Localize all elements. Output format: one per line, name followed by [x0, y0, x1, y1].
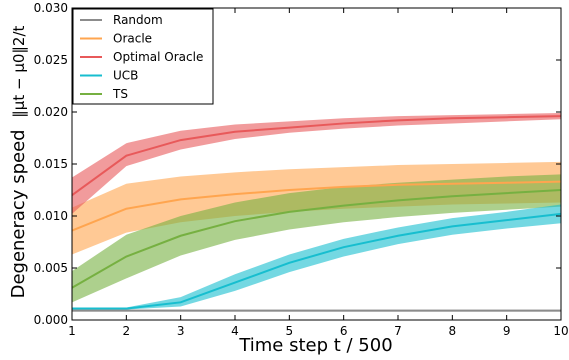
x-tick-label: 8 [449, 324, 457, 338]
band-ts [72, 174, 561, 303]
line-optimal-oracle [71, 115, 562, 197]
y-tick-label: 0.030 [34, 1, 68, 15]
axis-tick-labels: 1 2 3 4 5 6 7 8 9 10 0.000 0.005 0.010 0.015 0.020 0.02… [34, 1, 569, 338]
line-oracle [71, 180, 562, 232]
legend-label: TS [112, 87, 128, 101]
x-tick-label: 2 [123, 324, 131, 338]
x-tick-label: 1 [68, 324, 76, 338]
y-axis-label: Degeneracy speed ‖μt − μ0‖2/t [8, 25, 29, 298]
y-axis-label-text: Degeneracy speed [8, 129, 29, 298]
line-ucb [72, 212, 562, 310]
legend-label: Optimal Oracle [113, 50, 203, 64]
y-tick-label: 0.005 [34, 261, 68, 275]
x-tick-label: 7 [394, 324, 402, 338]
x-tick-label: 3 [177, 324, 185, 338]
legend-label: UCB [113, 69, 138, 83]
y-tick-label: 0.025 [34, 53, 68, 67]
confidence-bands [72, 113, 561, 312]
x-axis-label: Time step t / 500 [238, 335, 392, 356]
y-axis-label-math: ‖μt − μ0‖2/t [10, 25, 28, 117]
x-tick-label: 5 [286, 324, 294, 338]
x-tick-label: 9 [503, 324, 511, 338]
legend-label: Random [113, 13, 163, 27]
y-tick-label: 0.020 [34, 105, 68, 119]
legend: Random Oracle Optimal Oracle UCB TS [72, 8, 214, 105]
y-tick-label: 0.010 [34, 209, 68, 223]
series-lines [71, 115, 562, 312]
y-tick-label: 0.015 [34, 157, 68, 171]
x-tick-label: 6 [340, 324, 348, 338]
band-ucb [72, 204, 561, 310]
y-tick-label: 0.000 [34, 313, 68, 327]
legend-label: Oracle [113, 32, 152, 46]
x-tick-label: 10 [553, 324, 568, 338]
line-ts [71, 189, 562, 289]
x-tick-label: 4 [231, 324, 239, 338]
